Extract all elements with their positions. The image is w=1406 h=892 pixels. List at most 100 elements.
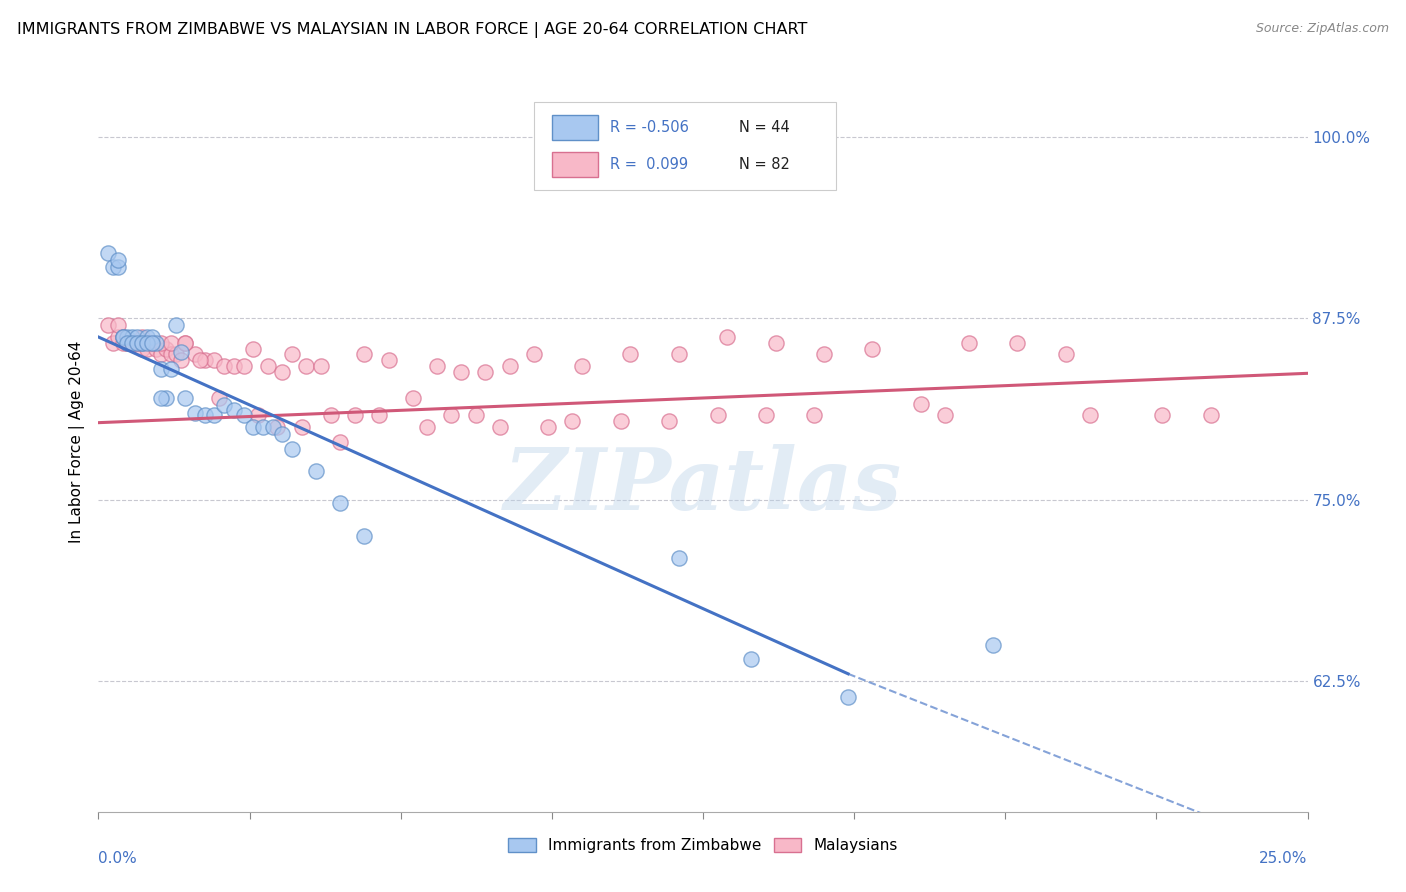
- Point: [145, 342, 167, 356]
- Point: [131, 330, 153, 344]
- Point: [305, 464, 328, 478]
- Point: [416, 420, 439, 434]
- Point: [271, 427, 294, 442]
- Point: [117, 335, 139, 350]
- Point: [561, 414, 583, 428]
- Point: [141, 335, 163, 350]
- Legend: Immigrants from Zimbabwe, Malaysians: Immigrants from Zimbabwe, Malaysians: [502, 832, 904, 860]
- FancyBboxPatch shape: [551, 152, 598, 178]
- Point: [450, 365, 472, 379]
- Point: [262, 420, 284, 434]
- Point: [127, 335, 149, 350]
- Point: [668, 550, 690, 565]
- Point: [117, 335, 139, 350]
- Point: [101, 335, 124, 350]
- Text: ZIPatlas: ZIPatlas: [503, 444, 903, 528]
- Point: [150, 347, 173, 361]
- Point: [141, 335, 163, 350]
- Point: [242, 342, 264, 356]
- Point: [127, 335, 149, 350]
- Point: [242, 420, 264, 434]
- Point: [281, 442, 304, 456]
- Point: [131, 335, 153, 350]
- Point: [498, 359, 520, 373]
- Point: [212, 359, 235, 373]
- FancyBboxPatch shape: [551, 115, 598, 140]
- Point: [803, 409, 825, 423]
- Text: R =  0.099: R = 0.099: [610, 157, 688, 172]
- Point: [266, 420, 288, 434]
- Point: [155, 391, 177, 405]
- Point: [111, 330, 134, 344]
- Point: [319, 409, 342, 423]
- Point: [860, 342, 883, 356]
- Point: [169, 344, 191, 359]
- Point: [141, 330, 163, 344]
- Point: [131, 335, 153, 350]
- Point: [160, 347, 183, 361]
- Text: 0.0%: 0.0%: [98, 851, 138, 865]
- Point: [212, 398, 235, 412]
- Point: [107, 330, 129, 344]
- Point: [934, 409, 956, 423]
- Point: [155, 342, 177, 356]
- Point: [706, 409, 728, 423]
- Point: [837, 690, 859, 704]
- Point: [343, 409, 366, 423]
- Point: [571, 359, 593, 373]
- Point: [150, 362, 173, 376]
- Point: [537, 420, 560, 434]
- Point: [150, 391, 173, 405]
- Point: [1054, 347, 1077, 361]
- Point: [658, 414, 681, 428]
- Point: [290, 420, 312, 434]
- Point: [368, 409, 391, 423]
- Point: [232, 409, 254, 423]
- Text: IMMIGRANTS FROM ZIMBABWE VS MALAYSIAN IN LABOR FORCE | AGE 20-64 CORRELATION CHA: IMMIGRANTS FROM ZIMBABWE VS MALAYSIAN IN…: [17, 22, 807, 38]
- Point: [668, 347, 690, 361]
- Point: [204, 353, 226, 368]
- Point: [194, 353, 217, 368]
- Point: [169, 353, 191, 368]
- Point: [271, 365, 294, 379]
- Point: [426, 359, 449, 373]
- Point: [107, 260, 129, 275]
- Point: [489, 420, 512, 434]
- Point: [174, 391, 197, 405]
- Point: [716, 330, 738, 344]
- Point: [1152, 409, 1174, 423]
- Point: [204, 409, 226, 423]
- Point: [135, 342, 157, 356]
- Point: [910, 397, 932, 411]
- Point: [329, 495, 352, 509]
- Text: 25.0%: 25.0%: [1260, 851, 1308, 865]
- Point: [141, 335, 163, 350]
- Point: [135, 330, 157, 344]
- Point: [309, 359, 332, 373]
- Point: [174, 335, 197, 350]
- Point: [1199, 409, 1222, 423]
- Point: [165, 347, 187, 361]
- Point: [247, 409, 270, 423]
- Point: [222, 402, 245, 417]
- Point: [160, 335, 183, 350]
- FancyBboxPatch shape: [534, 103, 837, 190]
- Point: [256, 359, 278, 373]
- Point: [160, 362, 183, 376]
- Point: [127, 335, 149, 350]
- Point: [208, 391, 231, 405]
- Point: [111, 335, 134, 350]
- Text: N = 82: N = 82: [740, 157, 790, 172]
- Point: [523, 347, 546, 361]
- Point: [377, 353, 399, 368]
- Point: [184, 405, 207, 419]
- Point: [464, 409, 486, 423]
- Point: [135, 335, 157, 350]
- Point: [150, 335, 173, 350]
- Point: [121, 335, 143, 350]
- Point: [111, 330, 134, 344]
- Point: [97, 245, 120, 260]
- Point: [127, 330, 149, 344]
- Point: [252, 420, 274, 434]
- Point: [295, 359, 318, 373]
